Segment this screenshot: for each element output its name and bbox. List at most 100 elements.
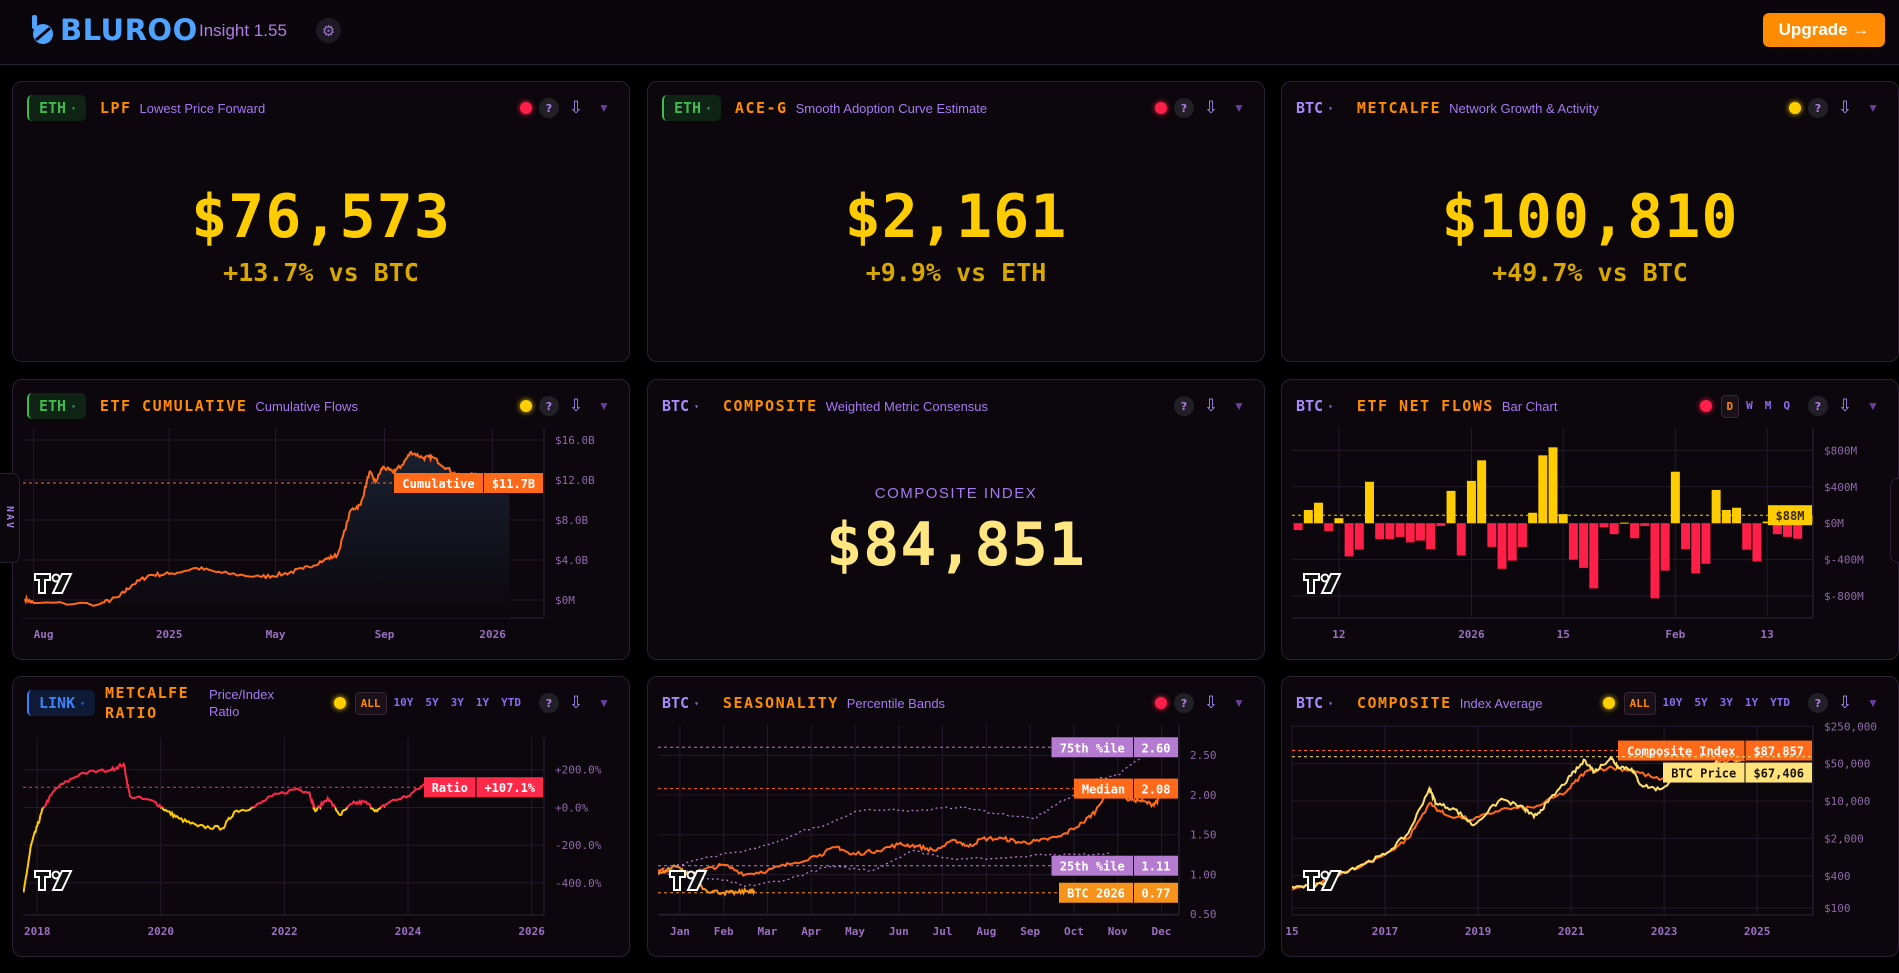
bar-outflow — [1783, 523, 1792, 537]
dropdown-triangle-icon[interactable]: ▼ — [598, 399, 610, 413]
range-1y[interactable]: 1Y — [475, 695, 490, 709]
bar-outflow — [1385, 523, 1395, 540]
bar-outflow — [1395, 523, 1405, 537]
help-icon[interactable]: ? — [1174, 98, 1194, 118]
gear-icon[interactable]: ⚙ — [316, 18, 341, 43]
asset-selector[interactable]: BTC ▾ — [1296, 690, 1343, 716]
dropdown-triangle-icon[interactable]: ▼ — [1867, 101, 1879, 115]
range-5y[interactable]: 5Y — [425, 695, 439, 709]
range-ytd[interactable]: YTD — [1770, 695, 1790, 709]
help-icon[interactable]: ? — [1174, 693, 1194, 713]
bar-outflow — [1405, 523, 1415, 543]
range-10y[interactable]: 10Y — [1662, 695, 1683, 709]
dropdown-triangle-icon[interactable]: ▼ — [1867, 399, 1879, 413]
range-1y[interactable]: 1Y — [1744, 695, 1759, 709]
dropdown-triangle-icon[interactable]: ▼ — [1233, 696, 1245, 710]
card-subtitle: Bar Chart — [1501, 398, 1558, 414]
caret-down-icon: ▾ — [694, 401, 699, 411]
asset-selector[interactable]: BTC ▾ — [662, 690, 709, 716]
brand-logo[interactable]: BLUROO — [30, 13, 198, 47]
dropdown-triangle-icon[interactable]: ▼ — [598, 696, 610, 710]
card-title: SEASONALITY — [722, 694, 839, 712]
card-controls: ? ⇩ ▼ — [1155, 98, 1250, 118]
marker-value: $87,857 — [1753, 745, 1804, 759]
download-icon[interactable]: ⇩ — [568, 98, 584, 117]
download-icon[interactable]: ⇩ — [1203, 693, 1219, 712]
asset-symbol: BTC — [1296, 694, 1324, 712]
period-w[interactable]: W — [1746, 398, 1753, 412]
bar-inflow — [1670, 471, 1680, 524]
series-area-fill — [24, 452, 510, 618]
range-3y[interactable]: 3Y — [1719, 695, 1733, 709]
download-icon[interactable]: ⇩ — [1837, 98, 1853, 117]
upgrade-button[interactable]: Upgrade → — [1763, 13, 1885, 47]
range-all[interactable]: ALL — [354, 691, 387, 715]
help-icon[interactable]: ? — [1808, 98, 1828, 118]
dropdown-triangle-icon[interactable]: ▼ — [1233, 399, 1245, 413]
x-tick-label: Dec — [1152, 925, 1172, 938]
bar-inflow — [1365, 481, 1374, 524]
x-tick-label: 2026 — [518, 925, 545, 938]
help-icon[interactable]: ? — [1808, 396, 1828, 416]
range-ytd[interactable]: YTD — [501, 695, 521, 709]
asset-selector[interactable]: ETH ▾ — [27, 95, 86, 121]
range-3y[interactable]: 3Y — [450, 695, 464, 709]
dropdown-triangle-icon[interactable]: ▼ — [1233, 101, 1245, 115]
x-tick-label: 2026 — [479, 628, 506, 641]
download-icon[interactable]: ⇩ — [1203, 396, 1219, 415]
bar-inflow — [1303, 510, 1313, 524]
bar-inflow — [1762, 521, 1772, 524]
help-icon[interactable]: ? — [539, 98, 559, 118]
range-all[interactable]: ALL — [1623, 691, 1656, 715]
download-icon[interactable]: ⇩ — [1837, 693, 1853, 712]
asset-selector[interactable]: BTC ▾ — [662, 393, 709, 419]
help-icon[interactable]: ? — [1808, 693, 1828, 713]
marker-name-badge — [1663, 762, 1745, 783]
y-tick-label: $4.0B — [555, 554, 588, 567]
range-10y[interactable]: 10Y — [393, 695, 414, 709]
y-tick-label: $8.0B — [555, 514, 588, 527]
x-tick-label: 15 — [1557, 628, 1570, 641]
asset-selector[interactable]: ETH ▾ — [27, 393, 86, 419]
asset-symbol: ETH — [674, 99, 702, 117]
asset-selector[interactable]: BTC ▾ — [1296, 95, 1343, 121]
x-tick-label: Mar — [758, 925, 778, 938]
metric-card-composite: BTC ▾ COMPOSITE Weighted Metric Consensus? ⇩… — [647, 379, 1265, 660]
card-title: COMPOSITE — [722, 397, 818, 415]
range-5y[interactable]: 5Y — [1694, 695, 1708, 709]
period-m[interactable]: M — [1764, 398, 1772, 412]
x-tick-label: May — [266, 628, 286, 641]
download-icon[interactable]: ⇩ — [1203, 98, 1219, 117]
y-tick-label: $12.0B — [555, 474, 595, 487]
caret-down-icon: ▾ — [1328, 698, 1333, 708]
download-icon[interactable]: ⇩ — [1837, 396, 1853, 415]
dropdown-triangle-icon[interactable]: ▼ — [1867, 696, 1879, 710]
help-icon[interactable]: ? — [539, 396, 559, 416]
y-tick-label: 1.00 — [1190, 868, 1217, 881]
download-icon[interactable]: ⇩ — [568, 693, 584, 712]
period-d[interactable]: D — [1720, 394, 1740, 418]
marker-name: BTC 2026 — [1067, 887, 1125, 901]
marker-name: Composite Index — [1627, 745, 1735, 759]
card-subtitle: Network Growth & Activity — [1449, 100, 1599, 116]
marker-name: Median — [1082, 783, 1125, 797]
asset-selector[interactable]: BTC ▾ — [1296, 393, 1343, 419]
right-drawer-toggle[interactable] — [1890, 478, 1899, 563]
logo-t-shape — [669, 870, 686, 891]
x-tick-label: 2019 — [1465, 925, 1492, 938]
help-icon[interactable]: ? — [1174, 396, 1194, 416]
x-tick-label: 2024 — [395, 925, 422, 938]
nav-drawer-toggle[interactable]: NAV — [0, 473, 20, 563]
metric-value-block: $76,573 +13.7% vs BTC — [13, 182, 629, 287]
asset-selector[interactable]: ETH ▾ — [662, 95, 721, 121]
range-selector: ALL 10Y 5Y 3Y 1Y YTD — [1623, 691, 1795, 715]
asset-selector[interactable]: LINK ▾ — [27, 690, 95, 716]
bar-inflow — [1477, 460, 1487, 524]
bar-outflow — [1630, 523, 1640, 539]
download-icon[interactable]: ⇩ — [568, 396, 584, 415]
dropdown-triangle-icon[interactable]: ▼ — [598, 101, 610, 115]
period-q[interactable]: Q — [1783, 398, 1790, 412]
bar-outflow — [1650, 523, 1660, 599]
help-icon[interactable]: ? — [539, 693, 559, 713]
series-line-75th-ile — [658, 746, 1158, 872]
